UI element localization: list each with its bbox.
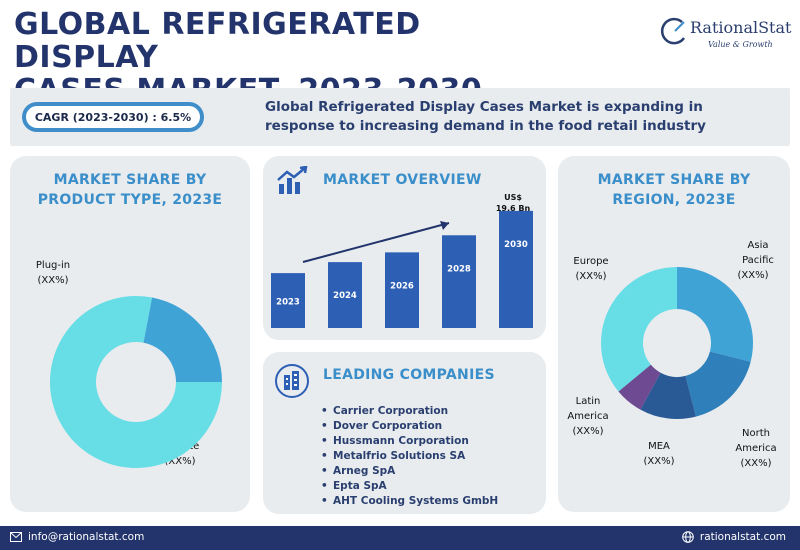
logo-tagline: Value & Growth <box>708 40 773 49</box>
region-donut <box>601 267 753 419</box>
trend-arrow-head <box>440 221 449 230</box>
leading-companies-title: LEADING COMPANIES <box>323 367 495 383</box>
footer-website-link[interactable]: rationalstat.com <box>682 531 786 543</box>
companies-list: Carrier Corporation Dover Corporation Hu… <box>321 404 498 509</box>
mea-name: MEA <box>648 441 670 452</box>
company-item: Metalfrio Solutions SA <box>321 449 498 464</box>
product-type-title: MARKET SHARE BY PRODUCT TYPE, 2023E <box>37 172 223 208</box>
remote-value: (XX%) <box>164 456 196 467</box>
market-overview-title: MARKET OVERVIEW <box>323 172 482 188</box>
envelope-icon <box>10 532 22 542</box>
market-overview-panel: MARKET OVERVIEW US$ 19.6 Bn 2023 2024 2026… <box>263 156 546 340</box>
donut-slice-asia-pacific <box>677 267 753 362</box>
company-item: Arneg SpA <box>321 464 498 479</box>
north-america-name: North America <box>735 428 777 454</box>
page-title-line-1: GLOBAL REFRIGERATED DISPLAY <box>14 7 421 75</box>
cagr-banner: CAGR (2023-2030) : 6.5% Global Refrigera… <box>10 88 790 146</box>
mea-value: (XX%) <box>643 456 675 467</box>
company-item: Dover Corporation <box>321 419 498 434</box>
company-item: AHT Cooling Systems GmbH <box>321 494 498 509</box>
cagr-badge: CAGR (2023-2030) : 6.5% <box>22 102 204 132</box>
europe-label: Europe (XX%) <box>562 254 620 284</box>
company-item: Hussmann Corporation <box>321 434 498 449</box>
bar-2023 <box>271 273 305 328</box>
asia-pacific-label: Asia Pacific (XX%) <box>724 238 782 283</box>
product-type-donut <box>50 296 222 468</box>
latin-america-name: Latin America <box>567 396 609 422</box>
buildings-icon <box>275 364 309 398</box>
europe-value: (XX%) <box>575 271 607 282</box>
bar-label-2024: 2024 <box>333 291 357 301</box>
mea-label: MEA (XX%) <box>634 439 684 469</box>
bar-label-2023: 2023 <box>276 298 300 308</box>
company-item: Carrier Corporation <box>321 404 498 419</box>
donut-slice-plug-in <box>50 296 222 468</box>
north-america-value: (XX%) <box>740 458 772 469</box>
europe-name: Europe <box>573 256 609 267</box>
donut-slice-latin-america <box>618 364 661 410</box>
donut-slice-north-america <box>685 351 751 417</box>
bar-label-2030: 2030 <box>504 240 528 250</box>
logo-name: RationalStat <box>690 18 792 37</box>
bar-2024 <box>328 262 362 328</box>
asia-pacific-name: Asia Pacific <box>742 240 774 266</box>
donut-slice-mea <box>640 372 696 419</box>
market-value-label: US$ 19.6 Bn <box>489 192 537 214</box>
latin-america-value: (XX%) <box>572 426 604 437</box>
growth-chart-icon <box>277 166 308 194</box>
globe-icon <box>682 531 694 543</box>
market-overview-chart: 2023 2024 2026 2028 2030 <box>271 210 533 328</box>
latin-america-label: Latin America (XX%) <box>558 394 618 439</box>
bar-2030 <box>499 210 533 328</box>
footer-email-text: info@rationalstat.com <box>28 531 145 543</box>
leading-companies-panel: LEADING COMPANIES Carrier Corporation Do… <box>263 352 546 514</box>
bar-2026 <box>385 252 419 328</box>
donut-slice-europe <box>601 267 677 392</box>
region-title: MARKET SHARE BY REGION, 2023E <box>597 172 751 208</box>
plug-in-name: Plug-in <box>35 260 71 271</box>
donut-slice-remote <box>143 297 222 382</box>
plug-in-value: (XX%) <box>37 275 69 286</box>
market-value-currency: US$ <box>504 193 522 202</box>
north-america-label: North America (XX%) <box>724 426 788 471</box>
asia-pacific-value: (XX%) <box>737 270 769 281</box>
trend-arrow-line <box>302 222 450 263</box>
company-item: Epta SpA <box>321 479 498 494</box>
bar-2028 <box>442 235 476 328</box>
bar-label-2028: 2028 <box>447 264 471 274</box>
product-type-panel: MARKET SHARE BY PRODUCT TYPE, 2023E Plug… <box>10 156 250 512</box>
footer: info@rationalstat.com rationalstat.com <box>0 526 800 550</box>
market-value-amount: 19.6 Bn <box>495 204 531 213</box>
logo-mark-icon <box>661 17 686 45</box>
plug-in-label: Plug-in (XX%) <box>28 258 78 288</box>
rationalstat-logo: RationalStat Value & Growth <box>660 14 792 60</box>
region-panel: MARKET SHARE BY REGION, 2023E Europe (XX… <box>558 156 790 512</box>
footer-website-text: rationalstat.com <box>699 531 786 543</box>
market-summary: Global Refrigerated Display Cases Market… <box>265 99 706 134</box>
bar-label-2026: 2026 <box>390 281 414 291</box>
footer-email-link[interactable]: info@rationalstat.com <box>10 531 144 543</box>
